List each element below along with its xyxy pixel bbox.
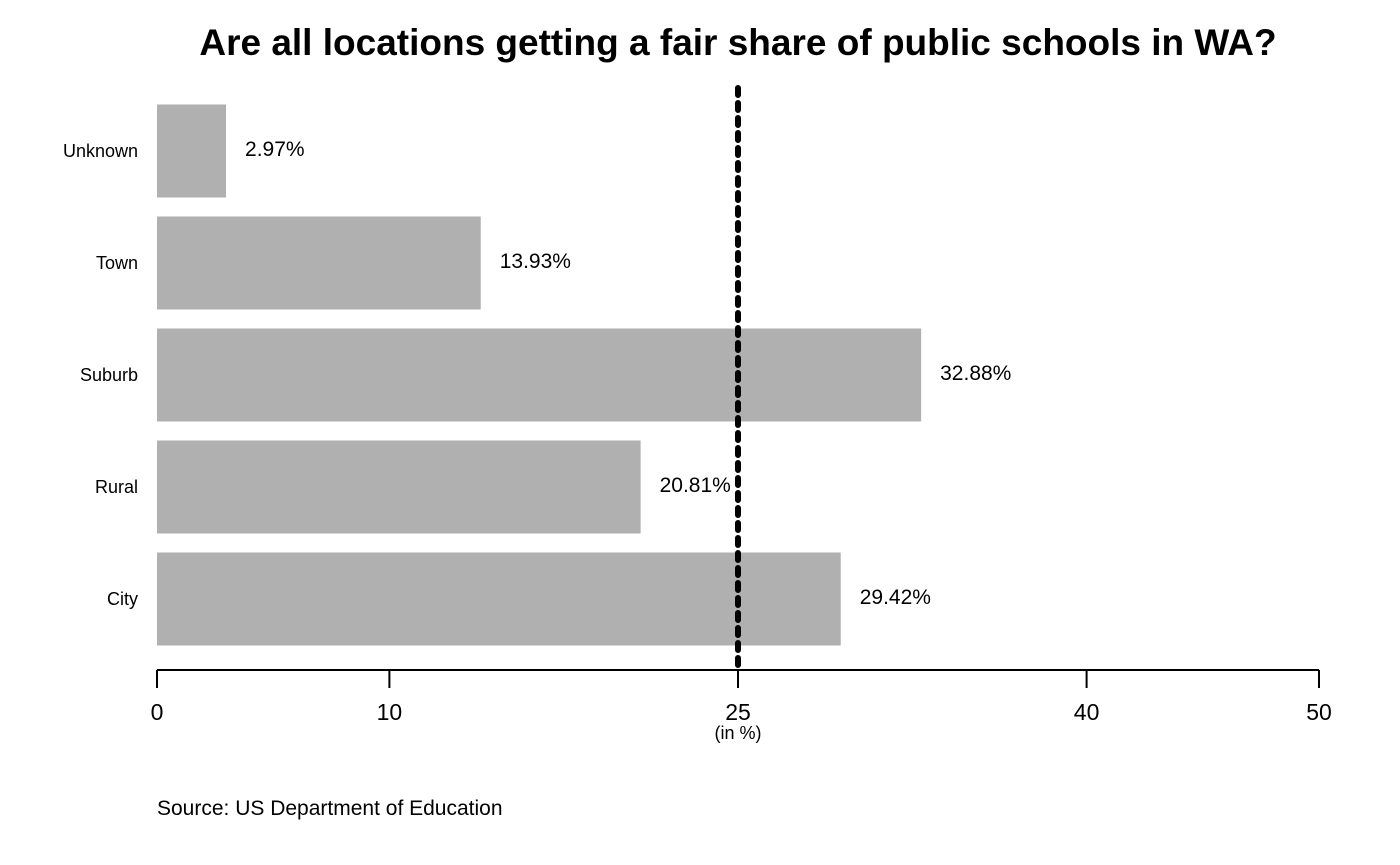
value-label-town: 13.93% [500,250,571,273]
bar-city [157,552,841,646]
value-label-suburb: 32.88% [940,362,1011,385]
x-axis-label: (in %) [714,723,761,743]
bar-town [157,216,481,310]
category-label-unknown: Unknown [63,141,138,161]
x-tick-label-10: 10 [377,699,403,725]
x-tick-label-0: 0 [151,699,164,725]
value-label-unknown: 2.97% [245,138,305,161]
x-tick-label-25: 25 [725,699,751,725]
x-axis: 0 10 25 40 50 [151,669,1332,725]
x-tick-label-50: 50 [1306,699,1332,725]
chart-title: Are all locations getting a fair share o… [199,22,1276,63]
x-tick-label-40: 40 [1074,699,1100,725]
source-note: Source: US Department of Education [157,797,503,820]
category-label-suburb: Suburb [80,365,138,385]
value-label-city: 29.42% [860,586,931,609]
value-label-rural: 20.81% [660,474,731,497]
bar-rural [157,440,641,534]
category-label-town: Town [96,253,138,273]
bar-unknown [157,104,227,198]
category-label-rural: Rural [95,477,138,497]
bars-layer: City 29.42% Rural 20.81% Suburb 32.88% Town 13.… [63,104,1011,646]
category-label-city: City [107,589,138,609]
bar-suburb [157,328,922,422]
